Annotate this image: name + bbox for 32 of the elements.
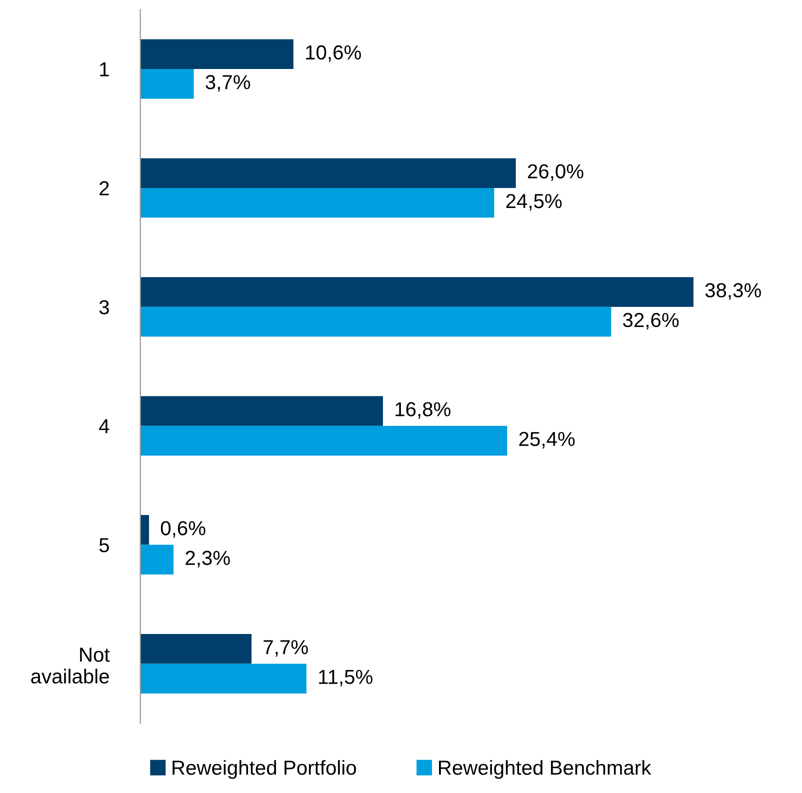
y-tick-label: Not available <box>31 648 110 684</box>
bar <box>140 544 174 575</box>
data-label: 7,7% <box>264 640 308 657</box>
bar <box>140 158 516 188</box>
data-label: 38,3% <box>705 283 761 300</box>
data-label: 11,5% <box>319 670 372 686</box>
data-label: 26,0% <box>528 164 584 181</box>
bar <box>140 277 694 307</box>
y-tick-label: 1 <box>100 62 109 76</box>
y-tick-label: 4 <box>99 419 110 434</box>
bar <box>140 515 150 545</box>
data-label: 0,6% <box>160 521 206 538</box>
bar <box>140 188 494 218</box>
bar <box>140 664 306 694</box>
data-label: 25,4% <box>519 432 575 448</box>
bar <box>140 426 508 456</box>
y-tick-label: 5 <box>99 538 109 552</box>
bar <box>140 634 252 664</box>
y-tick-label: 3 <box>99 300 109 314</box>
y-tick-label: 2 <box>100 181 109 196</box>
legend-label: Reweighted Portfolio <box>172 760 356 779</box>
bar <box>140 396 383 426</box>
bar <box>140 39 294 69</box>
bar <box>140 68 194 99</box>
data-label: 32,6% <box>623 312 679 330</box>
data-label: 2,3% <box>186 550 230 568</box>
data-label: 3,7% <box>206 75 250 92</box>
data-label: 24,5% <box>506 194 562 211</box>
bar <box>140 306 612 337</box>
data-label: 16,8% <box>396 402 450 419</box>
legend-label: Reweighted Benchmark <box>439 760 652 779</box>
data-label: 10,6% <box>306 45 361 62</box>
